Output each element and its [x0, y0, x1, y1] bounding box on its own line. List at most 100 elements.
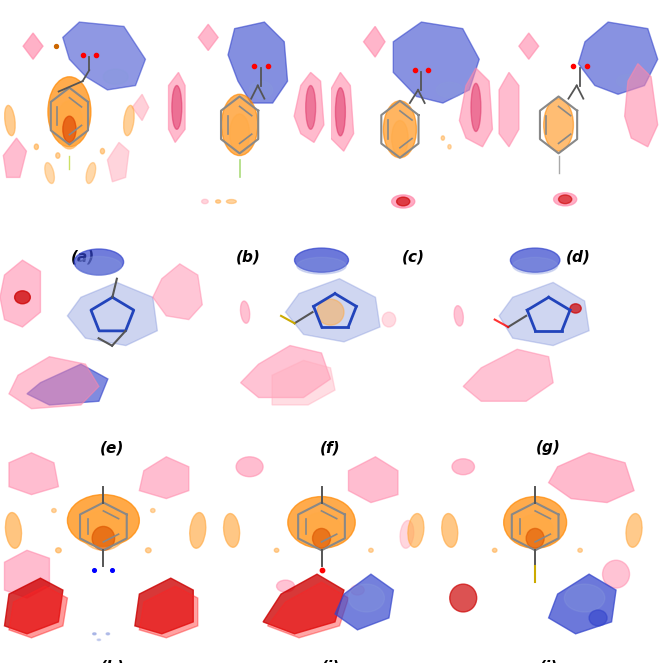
Polygon shape	[625, 64, 658, 147]
Ellipse shape	[382, 312, 396, 327]
Ellipse shape	[436, 82, 463, 97]
Ellipse shape	[226, 200, 237, 204]
Ellipse shape	[626, 514, 642, 547]
Ellipse shape	[554, 193, 576, 206]
Text: (a): (a)	[71, 249, 95, 265]
Ellipse shape	[276, 580, 295, 592]
Ellipse shape	[56, 101, 83, 149]
Ellipse shape	[67, 495, 139, 546]
Ellipse shape	[295, 248, 348, 272]
Ellipse shape	[559, 195, 572, 204]
Polygon shape	[0, 260, 40, 327]
Ellipse shape	[97, 639, 100, 640]
Ellipse shape	[202, 200, 208, 204]
Ellipse shape	[223, 514, 240, 547]
Polygon shape	[9, 586, 67, 638]
Point	[423, 65, 434, 76]
Text: (b): (b)	[235, 249, 260, 265]
Polygon shape	[139, 586, 198, 638]
Point	[262, 60, 273, 71]
Polygon shape	[67, 282, 157, 345]
Polygon shape	[3, 138, 26, 178]
Ellipse shape	[56, 152, 60, 158]
Polygon shape	[286, 278, 380, 342]
Polygon shape	[5, 550, 50, 598]
Polygon shape	[153, 264, 202, 320]
Point	[568, 60, 579, 71]
Point	[410, 65, 420, 76]
Polygon shape	[268, 582, 348, 638]
Text: (h): (h)	[100, 660, 125, 663]
Ellipse shape	[578, 548, 582, 552]
Ellipse shape	[617, 74, 640, 88]
Ellipse shape	[274, 548, 279, 552]
Ellipse shape	[297, 257, 346, 274]
Text: (d): (d)	[566, 249, 591, 265]
Ellipse shape	[92, 526, 114, 550]
Ellipse shape	[5, 512, 22, 548]
Polygon shape	[169, 72, 185, 143]
Ellipse shape	[52, 509, 56, 512]
Point	[249, 60, 260, 71]
Point	[51, 41, 61, 52]
Ellipse shape	[172, 86, 182, 129]
Polygon shape	[330, 72, 354, 151]
Ellipse shape	[454, 306, 463, 326]
Ellipse shape	[492, 548, 497, 552]
Ellipse shape	[313, 528, 330, 548]
Polygon shape	[294, 72, 324, 143]
Polygon shape	[393, 22, 479, 103]
Ellipse shape	[603, 560, 629, 588]
Ellipse shape	[564, 584, 605, 612]
Text: (j): (j)	[539, 660, 559, 663]
Ellipse shape	[100, 149, 104, 154]
Ellipse shape	[190, 512, 206, 548]
Ellipse shape	[408, 514, 424, 547]
Point	[582, 60, 592, 71]
Polygon shape	[135, 578, 193, 634]
Ellipse shape	[15, 291, 30, 304]
Polygon shape	[228, 22, 288, 103]
Text: (f): (f)	[320, 440, 341, 455]
Polygon shape	[263, 574, 344, 634]
Ellipse shape	[448, 145, 451, 149]
Ellipse shape	[317, 299, 344, 325]
Polygon shape	[107, 143, 129, 182]
Ellipse shape	[348, 584, 385, 612]
Ellipse shape	[86, 162, 96, 184]
Polygon shape	[63, 22, 145, 90]
Ellipse shape	[93, 633, 96, 635]
Ellipse shape	[526, 528, 544, 548]
Ellipse shape	[504, 497, 566, 548]
Polygon shape	[27, 364, 108, 405]
Ellipse shape	[471, 84, 481, 131]
Ellipse shape	[221, 94, 258, 156]
Polygon shape	[499, 72, 519, 147]
Ellipse shape	[250, 81, 273, 99]
Ellipse shape	[391, 121, 408, 156]
Ellipse shape	[351, 585, 364, 595]
Ellipse shape	[215, 200, 221, 203]
Polygon shape	[241, 345, 330, 398]
Ellipse shape	[236, 457, 263, 477]
Text: (g): (g)	[536, 440, 561, 455]
Ellipse shape	[288, 497, 355, 548]
Ellipse shape	[400, 520, 414, 548]
Polygon shape	[272, 361, 335, 405]
Ellipse shape	[369, 548, 373, 552]
Ellipse shape	[34, 144, 38, 150]
Ellipse shape	[391, 195, 415, 208]
Polygon shape	[5, 578, 63, 634]
Ellipse shape	[241, 301, 250, 324]
Ellipse shape	[397, 197, 410, 206]
Ellipse shape	[305, 86, 315, 129]
Point	[107, 565, 118, 575]
Ellipse shape	[517, 514, 553, 546]
Polygon shape	[348, 457, 398, 503]
Ellipse shape	[81, 511, 126, 550]
Polygon shape	[463, 349, 553, 401]
Polygon shape	[578, 22, 658, 94]
Ellipse shape	[103, 69, 128, 84]
Ellipse shape	[77, 257, 122, 275]
Text: (e): (e)	[100, 440, 124, 455]
